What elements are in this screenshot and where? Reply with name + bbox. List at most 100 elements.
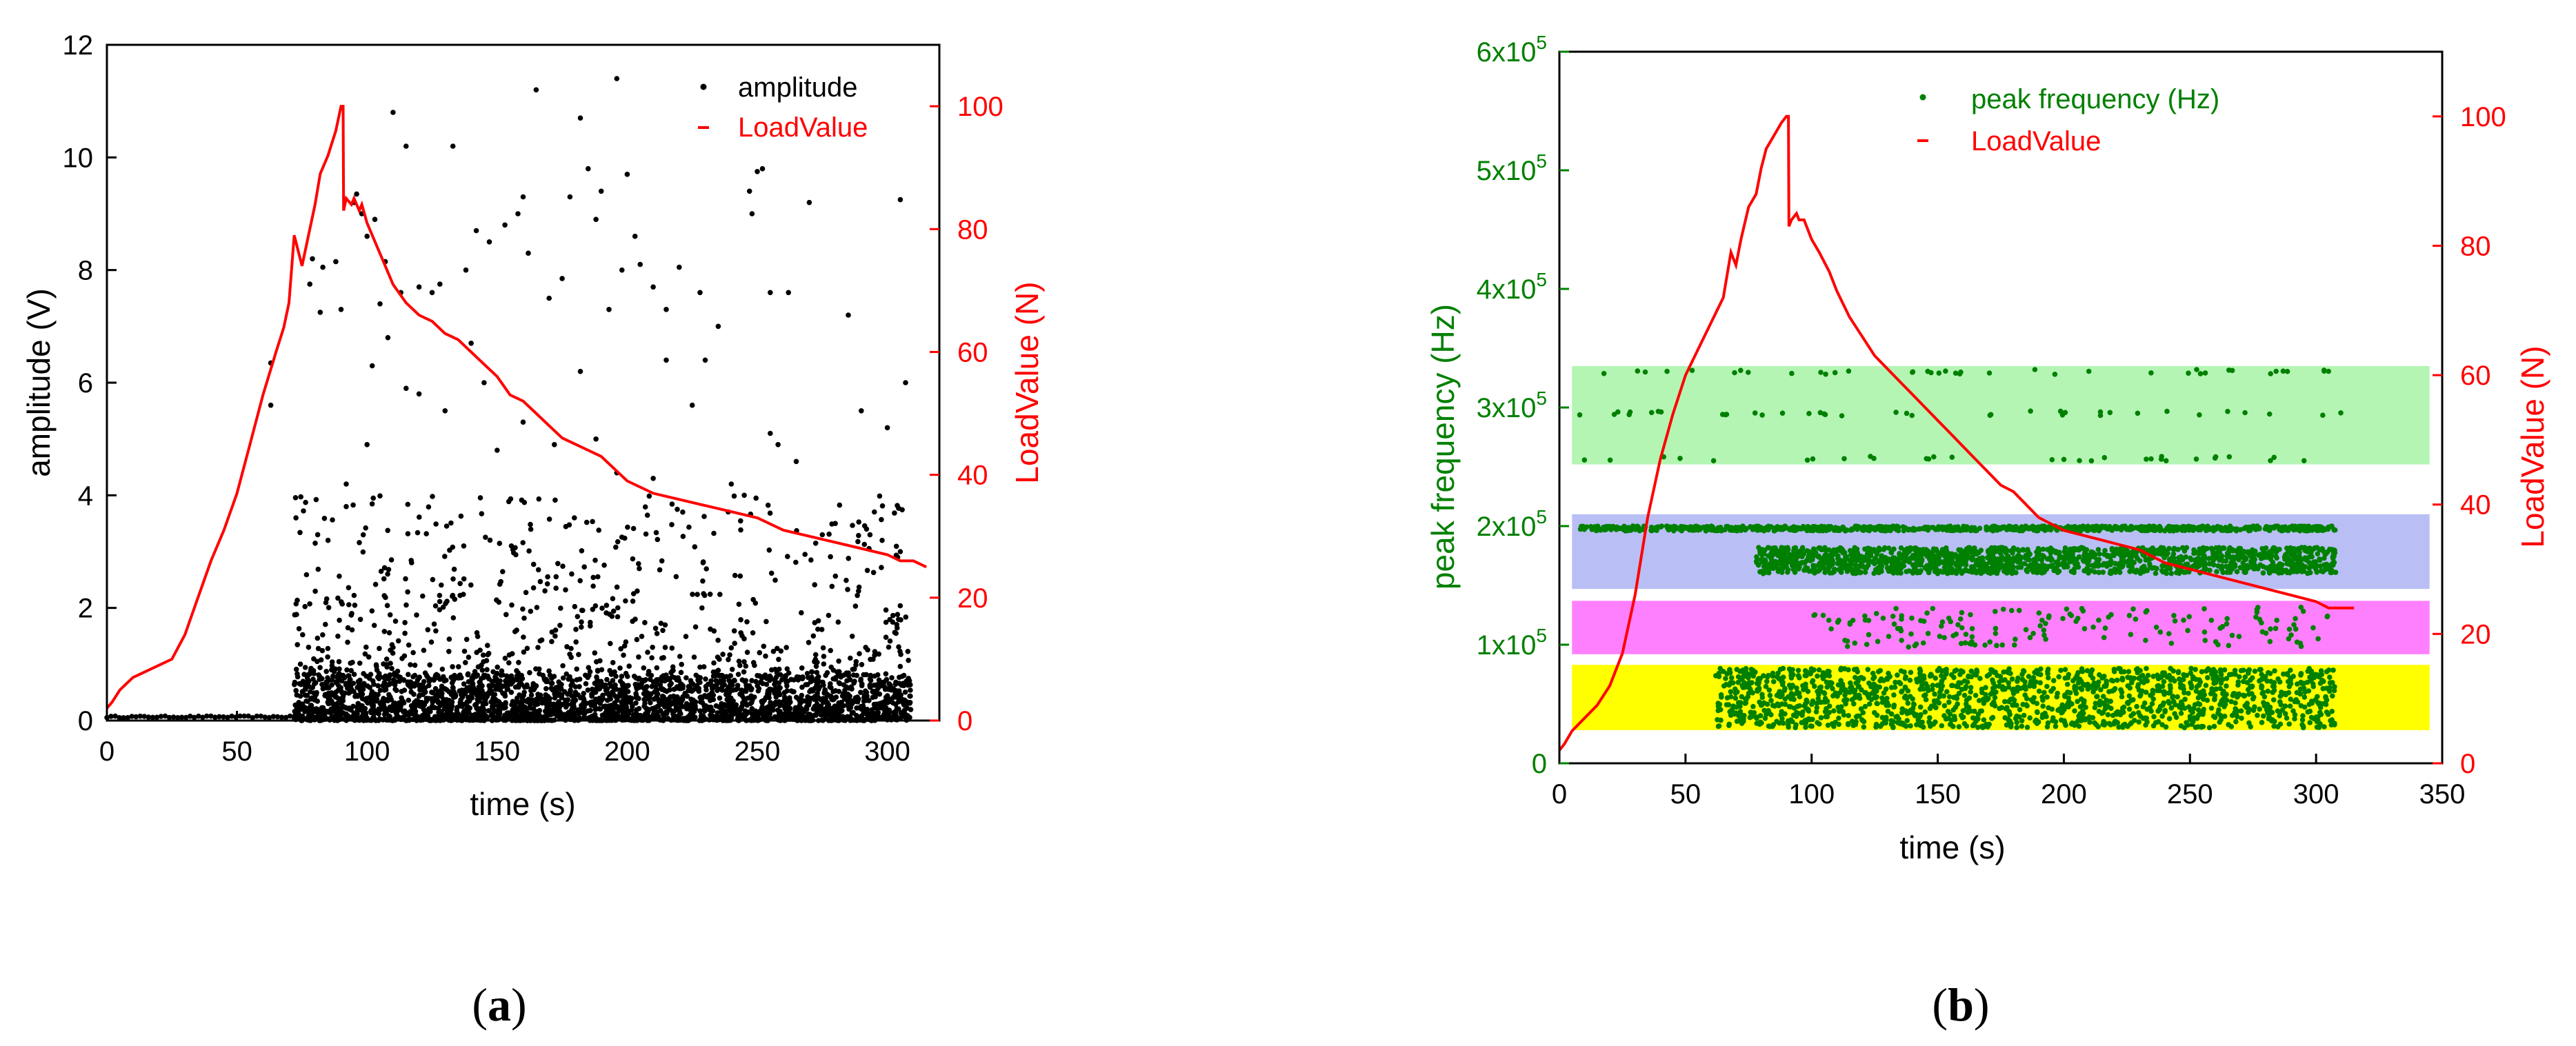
amplitude-point — [474, 650, 479, 655]
frequency-point — [2197, 371, 2204, 376]
frequency-point — [1624, 527, 1630, 534]
amplitude-point — [379, 699, 384, 705]
amplitude-point — [670, 693, 677, 699]
frequency-point — [1841, 456, 1847, 461]
amplitude-point — [479, 511, 485, 516]
amplitude-point — [741, 678, 748, 684]
amplitude-point — [699, 700, 706, 706]
amplitude-point — [560, 563, 566, 569]
amplitude-point — [630, 715, 636, 721]
frequency-point — [1741, 527, 1748, 532]
amplitude-point — [731, 493, 737, 499]
amplitude-point — [870, 570, 877, 576]
amplitude-point — [534, 605, 540, 610]
amplitude-point — [717, 592, 723, 597]
amplitude-point — [491, 707, 497, 714]
amplitude-point — [317, 676, 323, 683]
amplitude-point — [846, 312, 851, 318]
amplitude-point — [835, 619, 841, 625]
amplitude-point — [877, 493, 883, 499]
frequency-point — [2135, 410, 2141, 416]
amplitude-point — [410, 650, 416, 656]
amplitude-point — [307, 281, 313, 287]
amplitude-point — [848, 655, 853, 661]
amplitude-point — [108, 714, 114, 719]
amplitude-point — [360, 532, 366, 538]
amplitude-point — [615, 605, 621, 611]
amplitude-point — [450, 664, 455, 670]
amplitude-point — [828, 554, 833, 560]
amplitude-point — [450, 544, 456, 550]
amplitude-point — [711, 628, 717, 634]
frequency-point — [1687, 524, 1693, 530]
amplitude-point — [336, 700, 341, 706]
panel-a-y2-tick-label: 20 — [957, 583, 988, 614]
frequency-point — [2301, 458, 2307, 463]
amplitude-point — [429, 690, 435, 695]
amplitude-point — [539, 700, 545, 706]
amplitude-point — [503, 701, 508, 707]
amplitude-point — [566, 676, 572, 682]
amplitude-point — [519, 672, 524, 678]
amplitude-point — [537, 671, 542, 676]
amplitude-point — [174, 715, 181, 721]
frequency-point — [2325, 525, 2331, 530]
amplitude-point — [301, 508, 306, 514]
amplitude-point — [759, 698, 765, 705]
amplitude-point — [526, 548, 532, 554]
frequency-point — [1913, 527, 1919, 532]
frequency-point — [2294, 524, 2300, 530]
amplitude-point — [730, 682, 735, 688]
amplitude-point — [636, 654, 641, 660]
frequency-point — [2061, 456, 2067, 463]
frequency-point — [1832, 370, 1838, 376]
amplitude-point — [607, 667, 612, 674]
amplitude-point — [643, 677, 648, 683]
amplitude-point — [229, 713, 234, 719]
amplitude-point — [903, 614, 909, 620]
amplitude-point — [449, 703, 455, 710]
amplitude-point — [446, 649, 452, 654]
amplitude-point — [595, 668, 601, 674]
amplitude-point — [622, 535, 628, 541]
amplitude-point — [879, 503, 886, 509]
amplitude-point — [528, 692, 535, 698]
amplitude-point — [325, 537, 331, 543]
amplitude-point — [387, 612, 393, 618]
frequency-point — [1635, 368, 1641, 374]
amplitude-point — [886, 686, 891, 692]
amplitude-point — [752, 714, 757, 719]
amplitude-point — [390, 650, 396, 656]
amplitude-point — [748, 710, 753, 715]
amplitude-point — [868, 656, 873, 663]
amplitude-point — [651, 710, 657, 715]
amplitude-point — [664, 710, 670, 716]
frequency-point — [2097, 412, 2104, 419]
amplitude-point — [338, 307, 344, 312]
amplitude-point — [799, 665, 805, 671]
amplitude-point — [553, 585, 559, 591]
amplitude-point — [521, 634, 526, 640]
amplitude-point — [857, 651, 862, 656]
amplitude-point — [786, 290, 791, 296]
amplitude-point — [377, 645, 382, 652]
amplitude-point — [585, 687, 591, 693]
amplitude-point — [323, 621, 328, 627]
frequency-point — [1822, 412, 1828, 417]
amplitude-point — [346, 585, 352, 591]
amplitude-point — [583, 672, 588, 678]
amplitude-point — [606, 612, 612, 617]
amplitude-point — [439, 582, 444, 588]
amplitude-point — [690, 681, 696, 687]
amplitude-point — [411, 692, 417, 697]
amplitude-point — [564, 712, 570, 717]
amplitude-point — [590, 519, 595, 525]
amplitude-point — [883, 607, 889, 613]
frequency-point — [1893, 410, 1899, 415]
amplitude-point — [594, 681, 599, 686]
amplitude-point — [347, 677, 352, 683]
amplitude-point — [622, 692, 628, 698]
panel-a-y-tick-label: 10 — [63, 143, 94, 173]
amplitude-point — [343, 682, 349, 687]
